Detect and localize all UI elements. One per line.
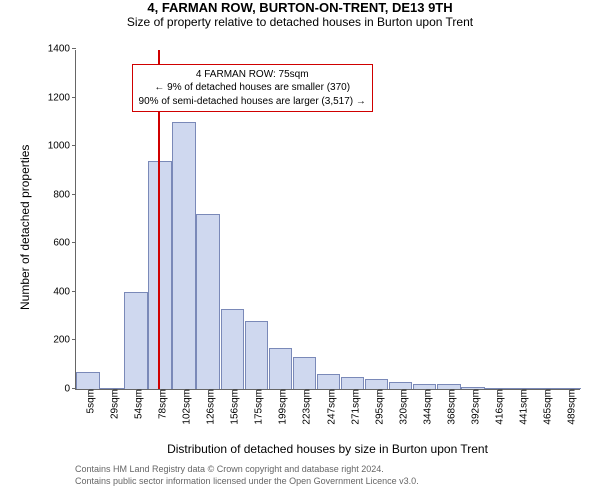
x-tick-label: 175sqm: [248, 389, 265, 425]
info-box-line: ← 9% of detached houses are smaller (370…: [139, 81, 366, 95]
y-tick-mark: [72, 291, 76, 292]
x-tick-mark: [136, 389, 137, 393]
x-tick-mark: [521, 389, 522, 393]
x-tick-label: 29sqm: [104, 389, 121, 419]
x-tick-mark: [473, 389, 474, 393]
chart-area: 02004006008001000120014005sqm29sqm54sqm7…: [0, 0, 600, 500]
y-tick-mark: [72, 97, 76, 98]
x-tick-label: 295sqm: [368, 389, 385, 425]
x-tick-mark: [425, 389, 426, 393]
y-axis-label: Number of detached properties: [18, 145, 32, 310]
x-tick-label: 199sqm: [272, 389, 289, 425]
x-tick-label: 465sqm: [536, 389, 553, 425]
x-axis-label: Distribution of detached houses by size …: [75, 442, 580, 456]
histogram-bar: [389, 382, 413, 389]
footnote-line-2: Contains public sector information licen…: [75, 476, 419, 488]
x-tick-mark: [545, 389, 546, 393]
x-tick-label: 156sqm: [224, 389, 241, 425]
x-tick-mark: [497, 389, 498, 393]
histogram-bar: [293, 357, 317, 389]
x-tick-mark: [377, 389, 378, 393]
histogram-bar: [148, 161, 172, 389]
x-tick-label: 223sqm: [296, 389, 313, 425]
histogram-bar: [341, 377, 365, 389]
x-tick-mark: [353, 389, 354, 393]
x-tick-label: 392sqm: [464, 389, 481, 425]
y-tick-label: 1200: [48, 92, 76, 103]
y-tick-label: 400: [53, 286, 76, 297]
info-box-line: 4 FARMAN ROW: 75sqm: [139, 68, 366, 82]
histogram-bar: [124, 292, 148, 389]
y-tick-label: 1400: [48, 44, 76, 55]
histogram-bar: [269, 348, 293, 389]
histogram-bar: [365, 379, 389, 389]
y-tick-mark: [72, 48, 76, 49]
x-tick-mark: [280, 389, 281, 393]
x-tick-label: 344sqm: [416, 389, 433, 425]
y-tick-label: 200: [53, 335, 76, 346]
x-tick-mark: [112, 389, 113, 393]
plot-area: 02004006008001000120014005sqm29sqm54sqm7…: [75, 50, 580, 390]
x-tick-mark: [88, 389, 89, 393]
footnote-line-1: Contains HM Land Registry data © Crown c…: [75, 464, 419, 476]
y-tick-label: 600: [53, 238, 76, 249]
info-box: 4 FARMAN ROW: 75sqm← 9% of detached hous…: [132, 64, 373, 113]
x-tick-mark: [401, 389, 402, 393]
histogram-bar: [172, 122, 196, 389]
x-tick-label: 489sqm: [560, 389, 577, 425]
x-tick-label: 271sqm: [344, 389, 361, 425]
x-tick-label: 126sqm: [200, 389, 217, 425]
x-tick-mark: [208, 389, 209, 393]
y-tick-mark: [72, 339, 76, 340]
y-tick-label: 1000: [48, 141, 76, 152]
y-tick-mark: [72, 194, 76, 195]
x-tick-label: 441sqm: [512, 389, 529, 425]
x-tick-mark: [304, 389, 305, 393]
y-tick-mark: [72, 242, 76, 243]
x-tick-mark: [256, 389, 257, 393]
histogram-bar: [317, 374, 341, 389]
x-tick-label: 320sqm: [392, 389, 409, 425]
x-tick-label: 54sqm: [128, 389, 145, 419]
y-tick-label: 0: [64, 384, 76, 395]
histogram-bar: [221, 309, 245, 389]
x-tick-mark: [232, 389, 233, 393]
x-tick-mark: [449, 389, 450, 393]
x-tick-label: 78sqm: [152, 389, 169, 419]
y-tick-mark: [72, 145, 76, 146]
histogram-bar: [196, 214, 220, 389]
x-tick-mark: [184, 389, 185, 393]
histogram-bar: [245, 321, 269, 389]
x-tick-label: 102sqm: [176, 389, 193, 425]
x-tick-label: 368sqm: [440, 389, 457, 425]
info-box-line: 90% of semi-detached houses are larger (…: [139, 95, 366, 109]
footnote: Contains HM Land Registry data © Crown c…: [75, 464, 419, 487]
x-tick-mark: [329, 389, 330, 393]
y-tick-label: 800: [53, 189, 76, 200]
x-tick-mark: [569, 389, 570, 393]
x-tick-label: 416sqm: [488, 389, 505, 425]
x-tick-label: 247sqm: [320, 389, 337, 425]
x-tick-mark: [160, 389, 161, 393]
histogram-bar: [76, 372, 100, 389]
